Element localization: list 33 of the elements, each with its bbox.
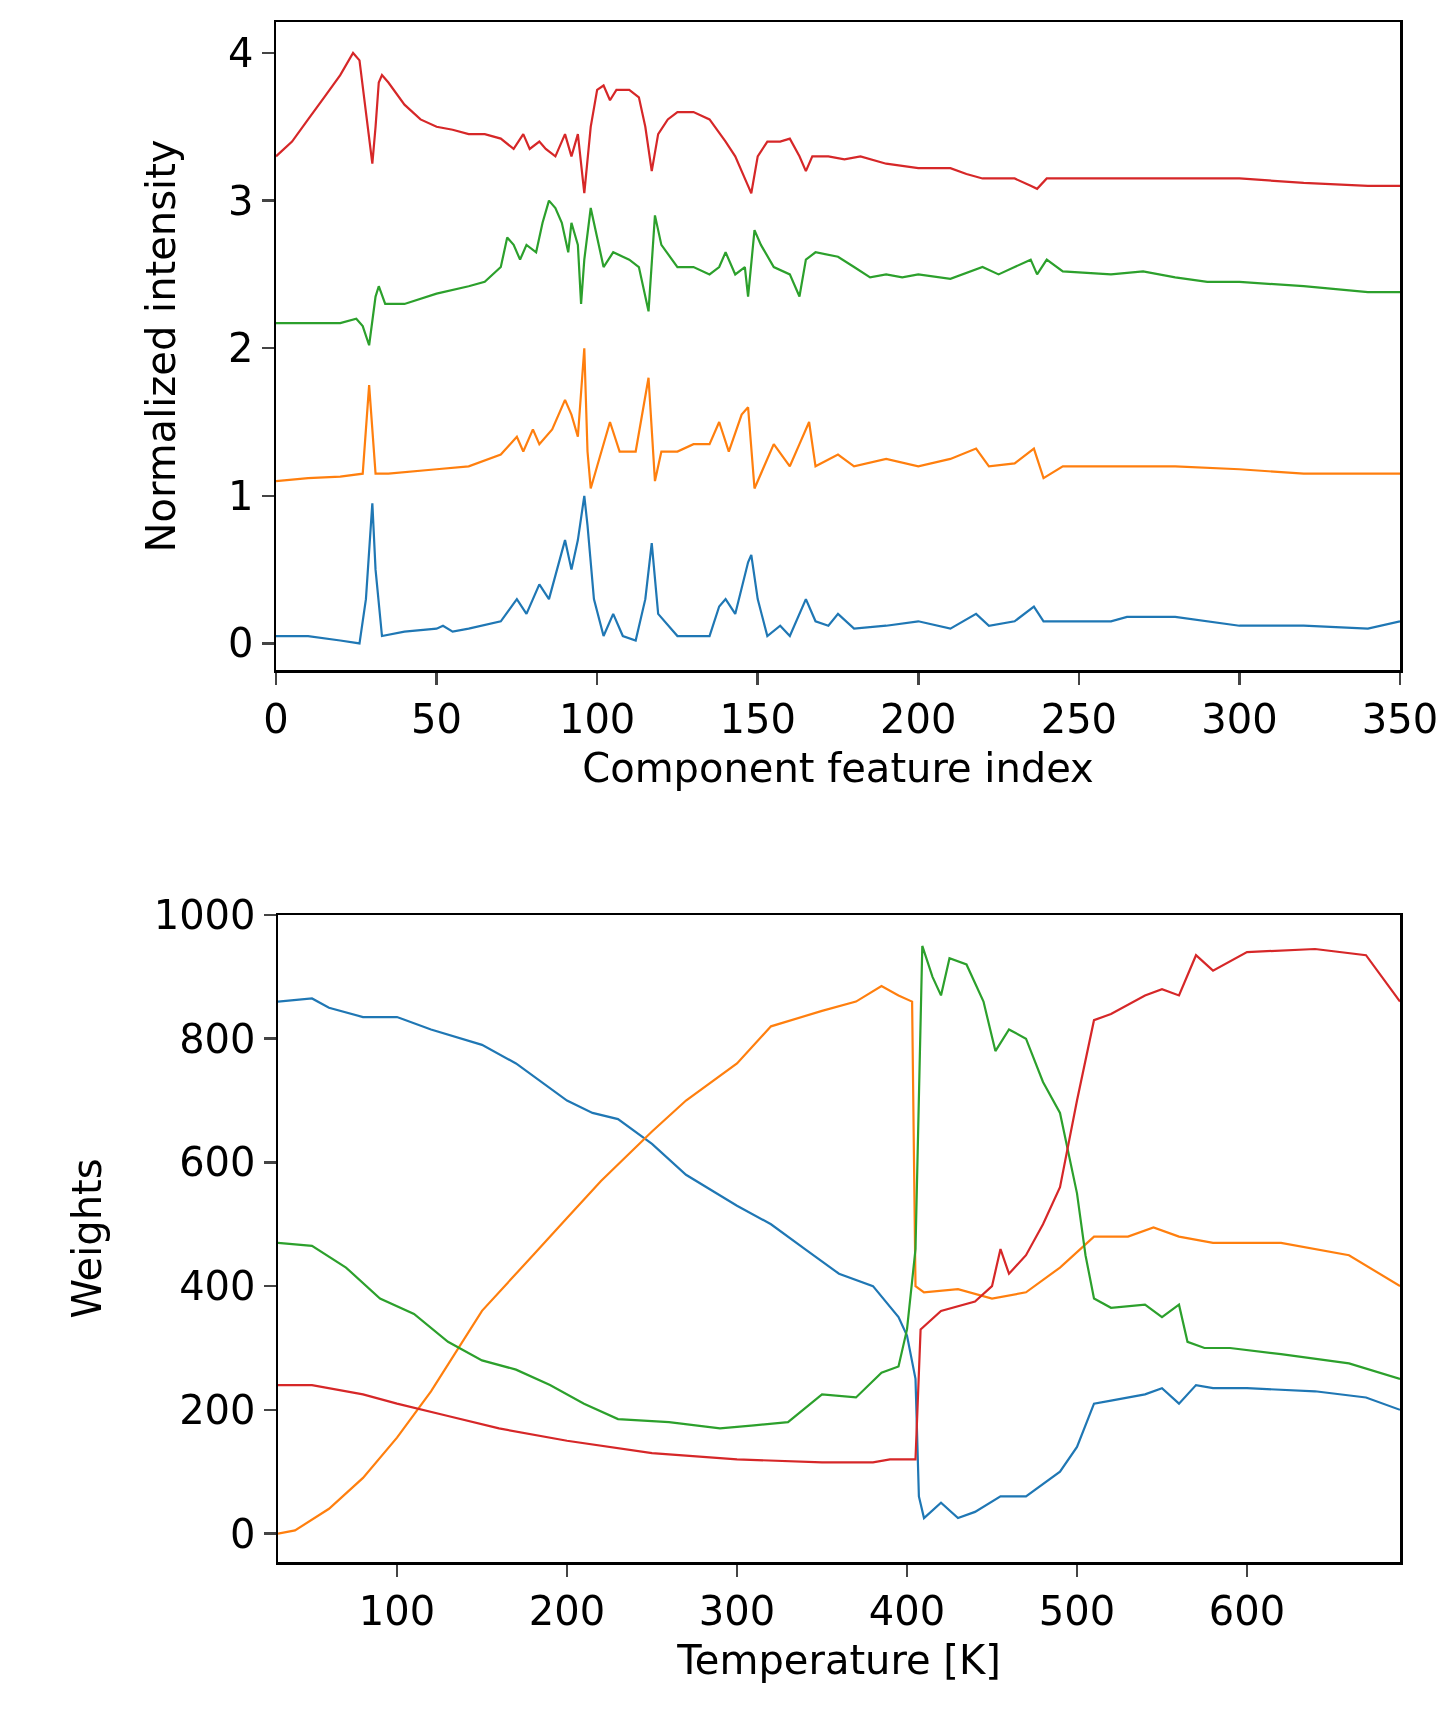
x-tick-label: 50 [411,695,463,742]
x-tick-label: 600 [1208,1587,1286,1634]
y-axis-title: Weights [63,1158,110,1319]
line-series [276,51,1400,195]
line-series [276,199,1400,347]
x-tick-label: 200 [528,1587,606,1634]
x-tick-label: 350 [1361,695,1439,742]
x-tick-label: 400 [868,1587,946,1634]
x-tick-label: 500 [1038,1587,1116,1634]
y-tick-label: 400 [179,1263,256,1310]
y-tick-label: 2 [228,325,254,372]
y-tick-label: 200 [179,1386,256,1433]
y-tick-label: 1000 [153,892,256,938]
x-tick-label: 300 [698,1587,776,1634]
x-tick-label: 100 [558,695,636,742]
x-tick-label: 100 [358,1587,436,1634]
x-tick-label: 150 [719,695,796,742]
y-tick-label: 3 [228,177,254,224]
x-tick-label: 0 [263,695,289,742]
y-axis-title: Normalized intensity [138,139,185,553]
y-tick-label: 1 [228,472,254,519]
x-tick-label: 300 [1201,695,1278,742]
line-series [276,347,1400,490]
x-axis-title: Component feature index [582,745,1094,792]
x-axis-title: Temperature [K] [676,1637,1001,1684]
line-series [276,494,1400,645]
x-tick-label: 250 [1040,695,1118,742]
y-tick-label: 0 [230,1510,256,1557]
y-tick-label: 600 [179,1139,256,1186]
x-tick-label: 200 [880,695,957,742]
y-tick-label: 800 [179,1015,256,1062]
y-tick-label: 0 [228,620,254,667]
y-tick-label: 4 [228,30,254,76]
